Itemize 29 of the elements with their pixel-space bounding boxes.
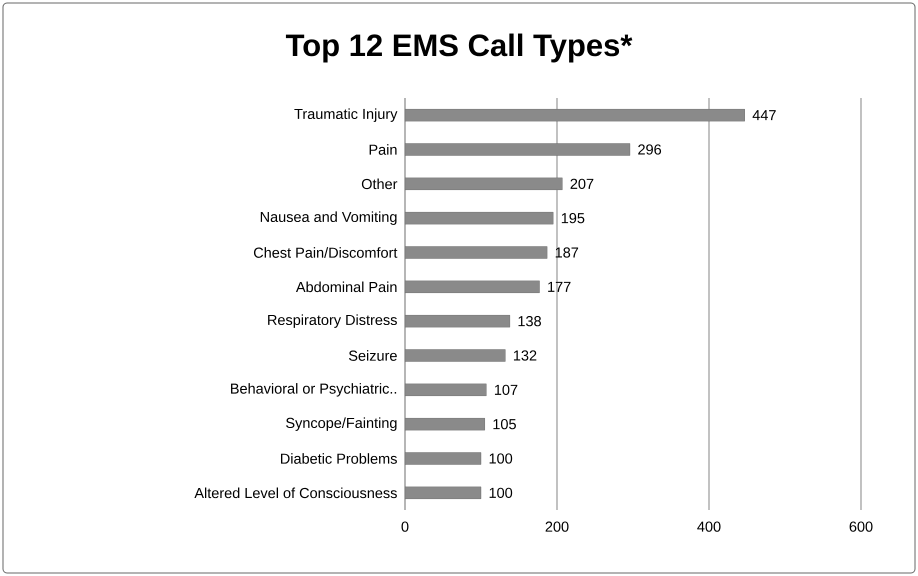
data-label: 187: [556, 247, 578, 258]
x-tick-label: 600: [850, 522, 873, 532]
x-tick-label: 200: [546, 522, 569, 532]
chart-title: Top 12 EMS Call Types*: [286, 34, 632, 62]
y-tick-label: Behavioral or Psychiatric..: [231, 383, 396, 397]
y-tick-label: Abdominal Pain: [296, 282, 396, 292]
y-tick-label: Seizure: [348, 350, 397, 361]
data-label: 107: [494, 384, 518, 395]
data-label: 296: [638, 144, 662, 155]
x-tick-label: 400: [697, 522, 721, 532]
y-tick-label: Pain: [370, 144, 397, 155]
data-label: 100: [490, 488, 512, 498]
data-label: 207: [570, 178, 594, 189]
data-label: 100: [490, 453, 512, 464]
data-label: 195: [562, 213, 584, 224]
y-tick-label: Syncope/Fainting: [286, 417, 397, 431]
y-tick-label: Chest Pain/Discomfort: [254, 247, 398, 258]
y-tick-label: Nausea and Vomiting: [260, 211, 397, 225]
y-tick-label: Traumatic Injury: [294, 108, 398, 122]
y-tick-label: Altered Level of Consciousness: [194, 488, 397, 498]
y-tick-label: Respiratory Distress: [268, 314, 397, 328]
y-tick-label: Diabetic Problems: [281, 453, 397, 464]
data-label: 447: [752, 110, 776, 120]
data-label: 138: [518, 316, 541, 326]
data-label: 177: [548, 282, 571, 292]
data-label: 105: [493, 419, 516, 430]
y-tick-label: Other: [362, 178, 398, 190]
data-label: 132: [514, 350, 536, 361]
x-tick-label: 0: [402, 522, 408, 532]
